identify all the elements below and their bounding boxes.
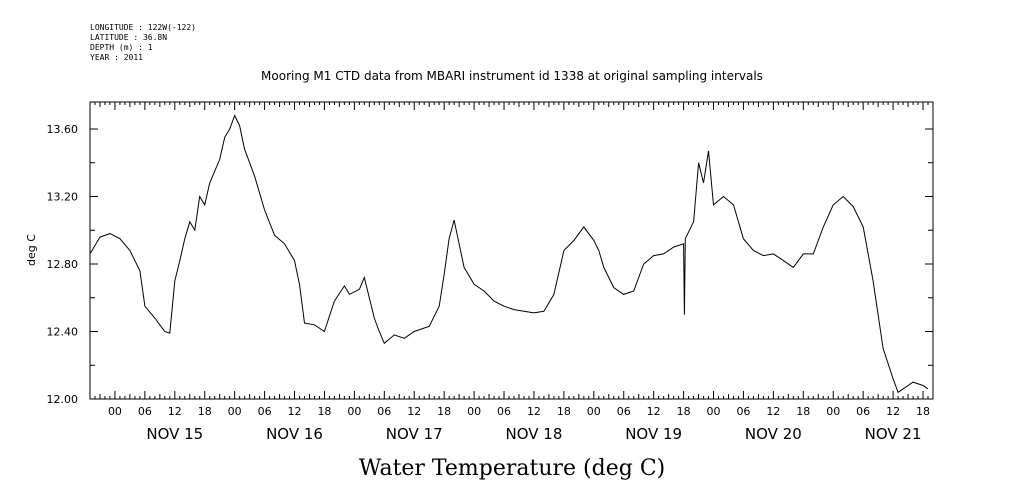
x-tick-label: 18 [198, 405, 212, 418]
metadata-line: YEAR : 2011 [90, 53, 143, 62]
x-tick-label: 12 [886, 405, 900, 418]
x-tick-label: 00 [587, 405, 601, 418]
x-tick-label: 06 [138, 405, 152, 418]
x-tick-label: 12 [647, 405, 661, 418]
temperature-series-line [89, 114, 929, 394]
x-tick-label: 06 [377, 405, 391, 418]
tick-marks [89, 102, 934, 400]
day-label: NOV 16 [266, 425, 323, 443]
y-tick-label: 12.40 [47, 326, 79, 339]
x-tick-label: 00 [228, 405, 242, 418]
plot-frame [89, 101, 934, 400]
day-label: NOV 15 [146, 425, 203, 443]
x-tick-label: 06 [258, 405, 272, 418]
x-tick-label: 00 [347, 405, 361, 418]
x-tick-label: 06 [617, 405, 631, 418]
x-tick-label: 00 [707, 405, 721, 418]
x-tick-label: 06 [497, 405, 511, 418]
metadata-line: LATITUDE : 36.8N [90, 33, 167, 42]
y-tick-label: 13.20 [47, 191, 79, 204]
x-tick-label: 18 [317, 405, 331, 418]
day-label: NOV 20 [745, 425, 802, 443]
x-tick-labels: 00 06 12 18 00 06 12 18 00 06 12 18 00 06 12 18 00 06 12 18… [108, 405, 930, 418]
x-tick-label: 00 [467, 405, 481, 418]
metadata-line: LONGITUDE : 122W(-122) [90, 23, 196, 32]
x-tick-label: 12 [168, 405, 182, 418]
y-tick-label: 13.60 [47, 123, 79, 136]
x-tick-label: 18 [677, 405, 691, 418]
x-tick-label: 06 [736, 405, 750, 418]
day-labels: NOV 15 NOV 16 NOV 17 NOV 18 NOV 19 NOV 20 NOV … [146, 425, 921, 443]
day-label: NOV 21 [865, 425, 922, 443]
metadata-line: DEPTH (m) : 1 [90, 43, 153, 52]
day-label: NOV 17 [386, 425, 443, 443]
x-tick-label: 18 [557, 405, 571, 418]
x-tick-label: 18 [796, 405, 810, 418]
x-tick-label: 12 [527, 405, 541, 418]
x-tick-label: 12 [766, 405, 780, 418]
metadata-block: LONGITUDE : 122W(-122) LATITUDE : 36.8N … [90, 23, 196, 62]
x-tick-label: 18 [437, 405, 451, 418]
x-tick-label: 00 [826, 405, 840, 418]
bottom-title: Water Temperature (deg C) [359, 456, 666, 481]
day-label: NOV 19 [625, 425, 682, 443]
x-tick-label: 00 [108, 405, 122, 418]
y-tick-label: 12.00 [47, 393, 79, 406]
x-tick-label: 12 [288, 405, 302, 418]
y-tick-labels: 12.00 12.40 12.80 13.20 13.60 [47, 123, 79, 406]
x-tick-label: 12 [407, 405, 421, 418]
y-axis-label: deg C [25, 234, 38, 266]
x-tick-label: 06 [856, 405, 870, 418]
day-label: NOV 18 [506, 425, 563, 443]
chart-title: Mooring M1 CTD data from MBARI instrumen… [261, 69, 763, 83]
x-tick-label: 18 [916, 405, 930, 418]
y-tick-label: 12.80 [47, 258, 79, 271]
